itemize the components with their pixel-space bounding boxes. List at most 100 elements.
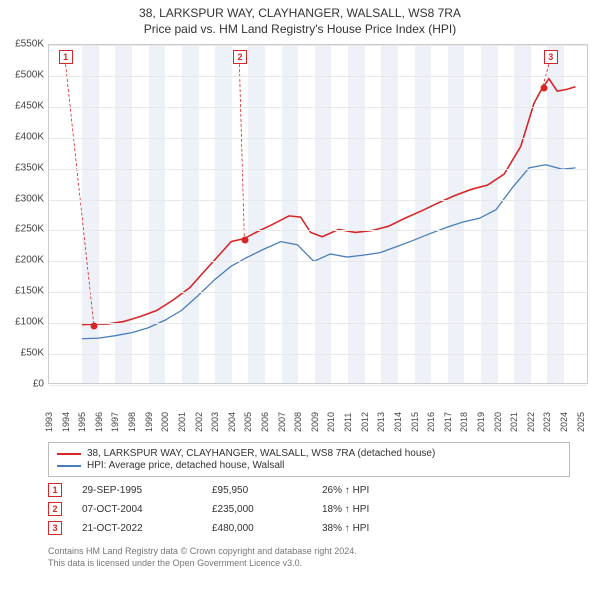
x-tick-label: 2020 — [493, 412, 503, 432]
sale-date: 07-OCT-2004 — [82, 504, 212, 515]
y-tick-label: £300K — [15, 193, 44, 204]
sale-row: 2 07-OCT-2004£235,00018% ↑ HPI — [48, 502, 570, 516]
gridline-h — [49, 354, 587, 355]
series-hpi — [82, 165, 575, 339]
x-tick-label: 2022 — [526, 412, 536, 432]
x-tick-label: 2012 — [360, 412, 370, 432]
x-tick-label: 1995 — [77, 412, 87, 432]
x-tick-label: 2010 — [326, 412, 336, 432]
sale-delta: 26% ↑ HPI — [322, 485, 432, 496]
gridline-h — [49, 261, 587, 262]
x-tick-label: 2018 — [459, 412, 469, 432]
legend-item: HPI: Average price, detached house, Wals… — [57, 460, 561, 471]
x-tick-label: 2011 — [343, 413, 353, 432]
x-tick-label: 2002 — [194, 412, 204, 432]
plot-area: 1 2 3 — [48, 44, 588, 384]
sale-date: 29-SEP-1995 — [82, 485, 212, 496]
gridline-h — [49, 230, 587, 231]
y-tick-label: £450K — [15, 100, 44, 111]
x-tick-label: 2009 — [310, 412, 320, 432]
sale-row-marker: 1 — [48, 483, 62, 497]
y-tick-label: £550K — [15, 39, 44, 50]
sale-dot-2 — [242, 236, 249, 243]
x-tick-label: 1994 — [61, 412, 71, 432]
y-tick-label: £250K — [15, 224, 44, 235]
x-tick-label: 2021 — [509, 412, 519, 432]
sales-table: 1 29-SEP-1995£95,95026% ↑ HPI 2 07-OCT-2004… — [48, 483, 570, 535]
x-axis-labels: 1993199419951996199719981999200020012002… — [48, 388, 588, 436]
sale-delta: 18% ↑ HPI — [322, 504, 432, 515]
footer-line-1: Contains HM Land Registry data © Crown c… — [48, 545, 570, 557]
gridline-h — [49, 76, 587, 77]
y-tick-label: £500K — [15, 69, 44, 80]
y-tick-label: £350K — [15, 162, 44, 173]
sale-marker-3: 3 — [544, 50, 558, 64]
gridline-h — [49, 138, 587, 139]
x-tick-label: 2025 — [576, 412, 586, 432]
chart-lines — [49, 45, 587, 383]
y-tick-label: £400K — [15, 131, 44, 142]
footer-attribution: Contains HM Land Registry data © Crown c… — [48, 545, 570, 569]
y-tick-label: £200K — [15, 255, 44, 266]
x-tick-label: 2007 — [277, 412, 287, 432]
x-tick-label: 2004 — [227, 412, 237, 432]
x-tick-label: 2013 — [376, 412, 386, 432]
x-tick-label: 2006 — [260, 412, 270, 432]
sale-row: 3 21-OCT-2022£480,00038% ↑ HPI — [48, 521, 570, 535]
x-tick-label: 2015 — [410, 412, 420, 432]
y-tick-label: £0 — [33, 379, 44, 390]
sale-dot-3 — [541, 85, 548, 92]
x-tick-label: 2000 — [160, 412, 170, 432]
y-axis-labels: £0 £50K £100K £150K £200K £250K £300K £350K £400… — [0, 36, 48, 416]
sale-marker-2: 2 — [233, 50, 247, 64]
legend-swatch — [57, 465, 81, 467]
x-tick-label: 1997 — [110, 412, 120, 432]
chart-header: 38, LARKSPUR WAY, CLAYHANGER, WALSALL, W… — [0, 0, 600, 36]
sale-connector-1 — [66, 64, 94, 324]
gridline-h — [49, 200, 587, 201]
gridline-h — [49, 107, 587, 108]
x-tick-label: 2008 — [293, 412, 303, 432]
chart-title: 38, LARKSPUR WAY, CLAYHANGER, WALSALL, W… — [0, 6, 600, 20]
x-tick-label: 2023 — [542, 412, 552, 432]
sale-delta: 38% ↑ HPI — [322, 523, 432, 534]
chart-area: £0 £50K £100K £150K £200K £250K £300K £350K £400… — [0, 36, 600, 436]
sale-marker-1: 1 — [59, 50, 73, 64]
sale-price: £480,000 — [212, 523, 322, 534]
gridline-h — [49, 385, 587, 386]
x-tick-label: 2024 — [559, 412, 569, 432]
x-tick-label: 2003 — [210, 412, 220, 432]
legend-label: HPI: Average price, detached house, Wals… — [87, 460, 284, 471]
x-tick-label: 1993 — [44, 412, 54, 432]
x-tick-label: 2017 — [443, 412, 453, 432]
y-tick-label: £100K — [15, 317, 44, 328]
x-tick-label: 2001 — [177, 412, 187, 432]
gridline-h — [49, 323, 587, 324]
x-tick-label: 2005 — [243, 412, 253, 432]
sale-date: 21-OCT-2022 — [82, 523, 212, 534]
legend: 38, LARKSPUR WAY, CLAYHANGER, WALSALL, W… — [48, 442, 570, 477]
sale-row: 1 29-SEP-1995£95,95026% ↑ HPI — [48, 483, 570, 497]
x-tick-label: 2019 — [476, 412, 486, 432]
y-tick-label: £50K — [21, 348, 44, 359]
sale-dot-1 — [90, 322, 97, 329]
sale-row-marker: 2 — [48, 502, 62, 516]
footer-line-2: This data is licensed under the Open Gov… — [48, 557, 570, 569]
x-tick-label: 1996 — [94, 412, 104, 432]
legend-swatch — [57, 453, 81, 455]
x-tick-label: 1998 — [127, 412, 137, 432]
sale-price: £235,000 — [212, 504, 322, 515]
chart-subtitle: Price paid vs. HM Land Registry's House … — [0, 22, 600, 36]
legend-item: 38, LARKSPUR WAY, CLAYHANGER, WALSALL, W… — [57, 448, 561, 459]
legend-label: 38, LARKSPUR WAY, CLAYHANGER, WALSALL, W… — [87, 448, 435, 459]
y-tick-label: £150K — [15, 286, 44, 297]
sale-connector-2 — [239, 64, 244, 238]
sale-price: £95,950 — [212, 485, 322, 496]
x-tick-label: 2014 — [393, 412, 403, 432]
gridline-h — [49, 169, 587, 170]
sale-row-marker: 3 — [48, 521, 62, 535]
x-tick-label: 1999 — [144, 412, 154, 432]
gridline-h — [49, 45, 587, 46]
x-tick-label: 2016 — [426, 412, 436, 432]
gridline-h — [49, 292, 587, 293]
